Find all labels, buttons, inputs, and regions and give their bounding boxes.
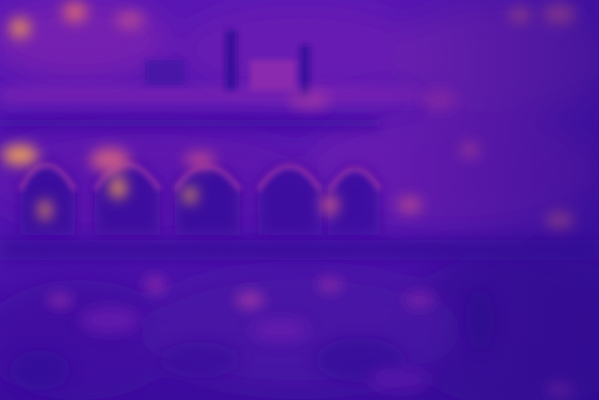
arch-window-5 (330, 167, 380, 235)
arch-window-3 (175, 165, 240, 235)
arch-window-2 (95, 162, 160, 235)
arched-windows (20, 162, 380, 235)
arch-window-4 (258, 165, 320, 235)
arch-window-1 (20, 162, 75, 235)
right-shade (380, 0, 599, 400)
upper-windows (145, 30, 310, 100)
